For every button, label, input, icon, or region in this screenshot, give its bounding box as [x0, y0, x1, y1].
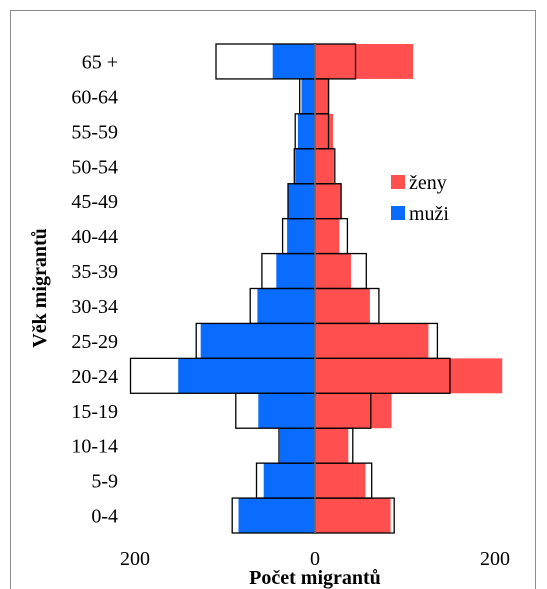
bar-muzi-45-49 — [288, 183, 315, 219]
bar-muzi-30-34 — [257, 288, 315, 324]
x-tick-label: 0 — [310, 548, 320, 570]
bar-muzi-65+ — [272, 44, 315, 79]
legend-swatch-zeny — [391, 175, 405, 189]
bar-muzi-15-19 — [258, 393, 315, 429]
y-tick-label: 65 + — [82, 51, 118, 73]
bar-muzi-50-54 — [295, 148, 315, 184]
y-tick-label: 10-14 — [71, 436, 118, 458]
legend-swatch-muzi — [391, 206, 405, 220]
bar-zeny-0-4 — [315, 498, 391, 533]
legend-label-zeny: ženy — [409, 172, 447, 194]
bar-muzi-40-44 — [287, 218, 315, 254]
bar-muzi-0-4 — [238, 498, 315, 533]
legend: ženy muži — [391, 172, 449, 225]
bar-zeny-55-59 — [315, 113, 333, 149]
bar-zeny-15-19 — [315, 393, 392, 429]
chart-frame — [10, 10, 536, 589]
bar-zeny-35-39 — [315, 253, 351, 289]
y-axis-title: Věk migrantů — [29, 228, 51, 347]
y-tick-label: 20-24 — [71, 366, 118, 388]
legend-label-muzi: muži — [409, 203, 449, 225]
y-tick-label: 55-59 — [71, 121, 118, 143]
bar-muzi-25-29 — [200, 323, 315, 359]
bar-zeny-20-24 — [315, 358, 503, 394]
bar-muzi-20-24 — [178, 358, 315, 394]
bar-zeny-60-64 — [315, 78, 330, 114]
y-tick-label: 60-64 — [71, 86, 118, 108]
y-tick-label: 35-39 — [71, 261, 118, 283]
bar-zeny-5-9 — [315, 463, 366, 499]
bar-zeny-65+ — [315, 44, 414, 79]
bar-zeny-10-14 — [315, 428, 349, 464]
bar-zeny-30-34 — [315, 288, 370, 324]
x-axis-title: Počet migrantů — [249, 567, 381, 589]
bar-muzi-5-9 — [263, 463, 315, 499]
bar-muzi-35-39 — [276, 253, 315, 289]
bar-zeny-25-29 — [315, 323, 429, 359]
y-tick-label: 40-44 — [71, 226, 118, 248]
y-tick-label: 30-34 — [71, 296, 118, 318]
bar-zeny-40-44 — [315, 218, 340, 254]
y-tick-label: 25-29 — [71, 331, 118, 353]
x-tick-label: 200 — [120, 548, 150, 570]
bar-muzi-55-59 — [297, 113, 315, 149]
bar-muzi-10-14 — [279, 428, 315, 464]
y-tick-label: 0-4 — [91, 506, 118, 528]
bar-muzi-60-64 — [301, 78, 315, 114]
y-tick-label: 5-9 — [91, 471, 118, 493]
y-tick-label: 45-49 — [71, 191, 118, 213]
bar-zeny-45-49 — [315, 183, 342, 219]
bar-zeny-50-54 — [315, 148, 334, 184]
y-tick-label: 15-19 — [71, 401, 118, 423]
y-tick-label: 50-54 — [71, 156, 118, 178]
x-tick-label: 200 — [480, 548, 510, 570]
